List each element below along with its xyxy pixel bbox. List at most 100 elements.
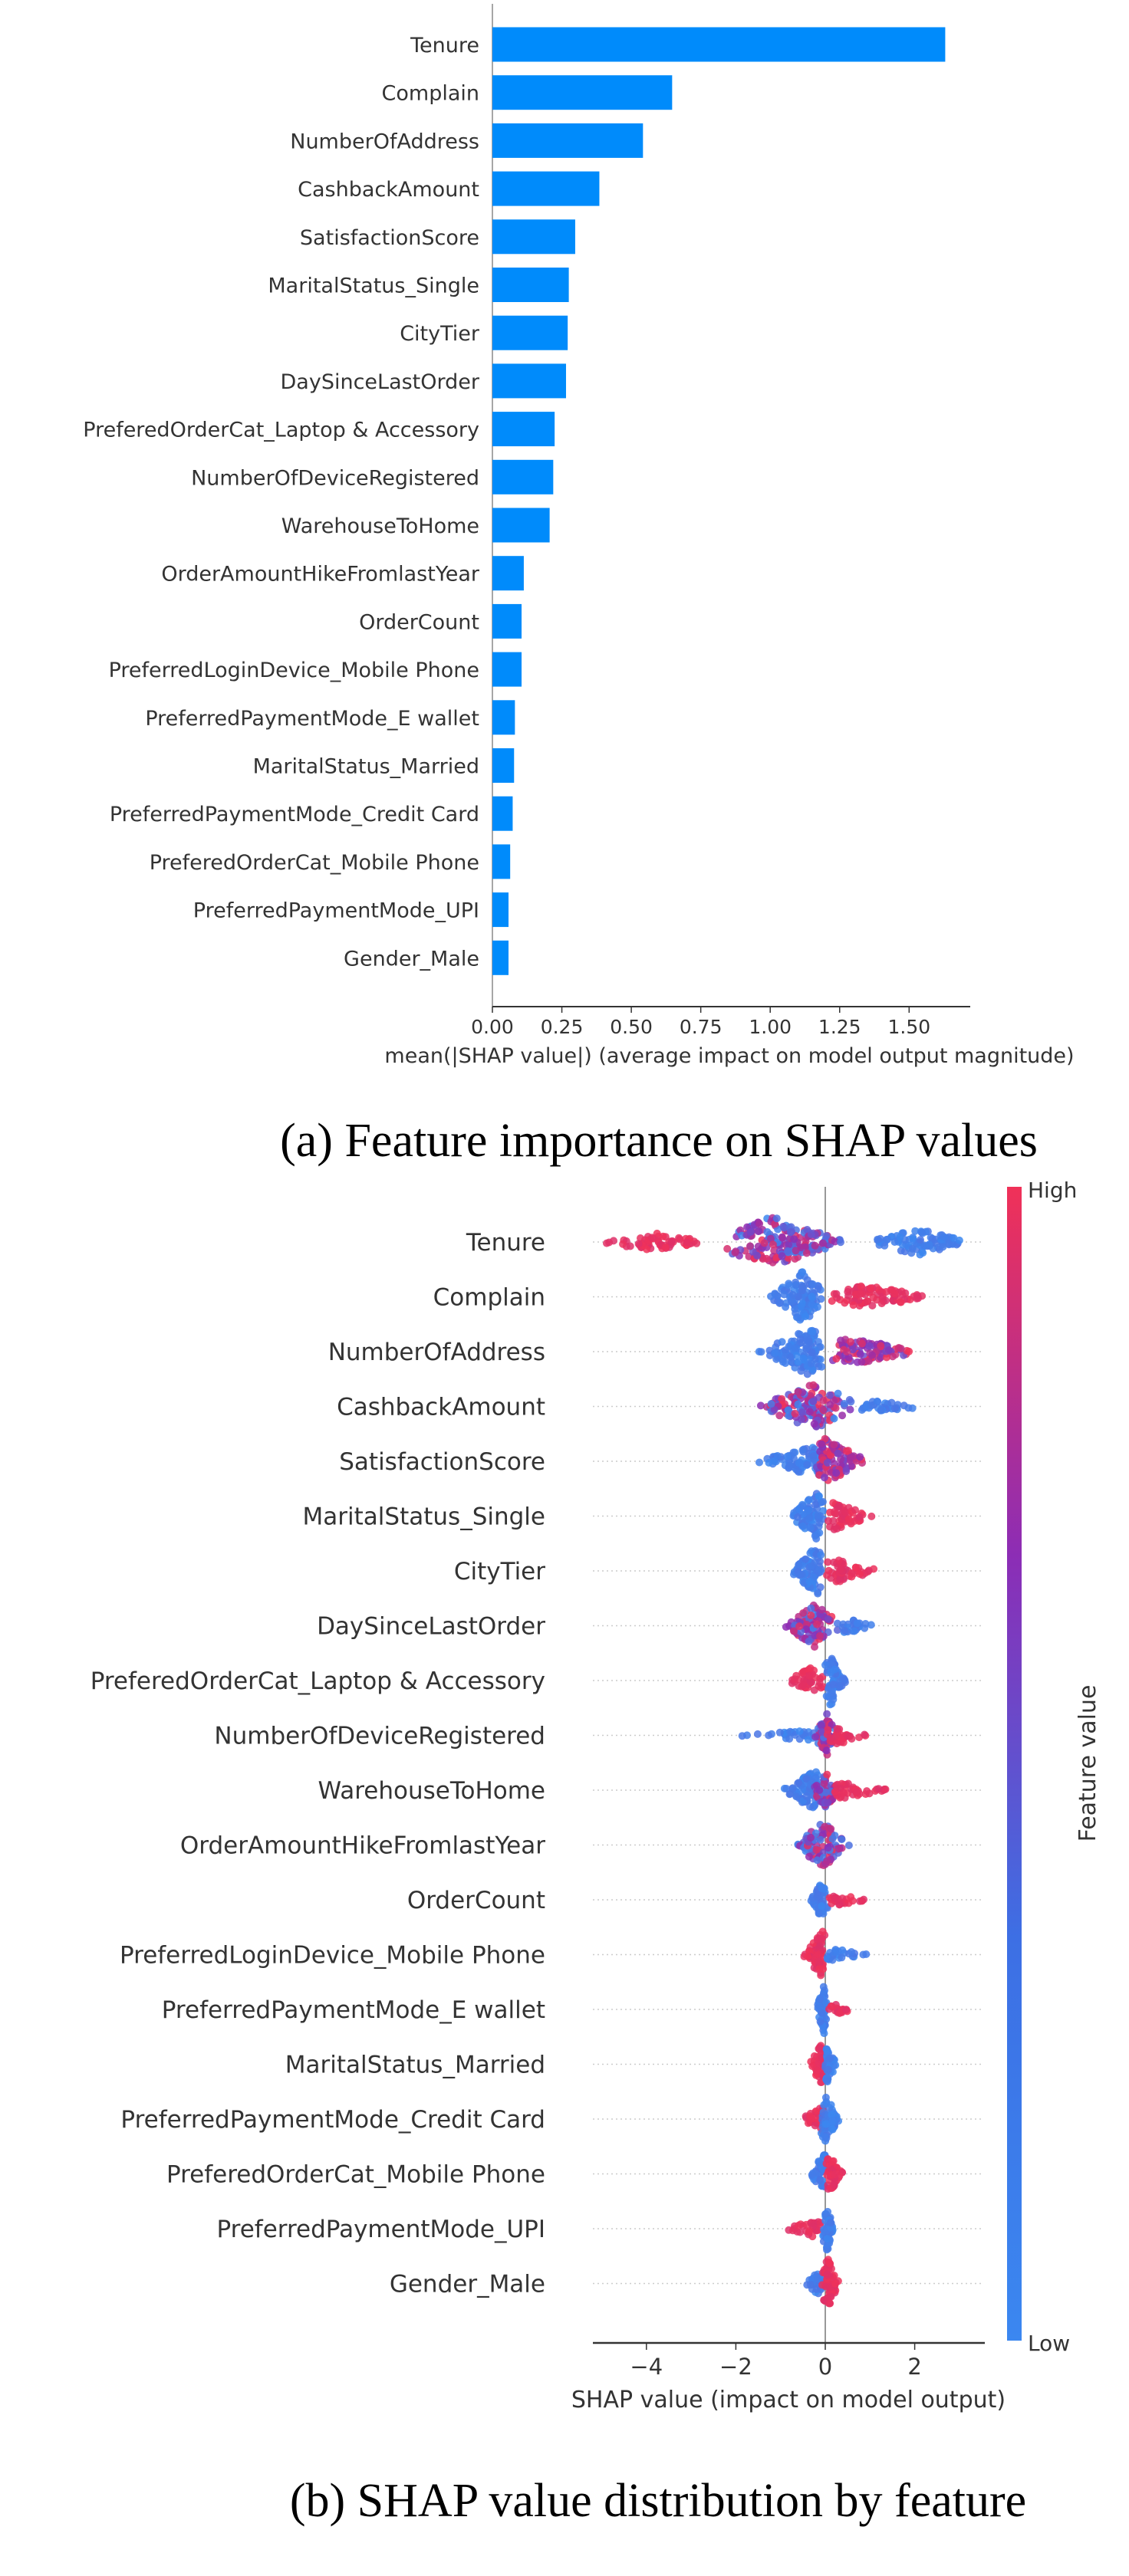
shap-dot: [828, 2111, 836, 2119]
shap-dot: [802, 1344, 811, 1352]
shap-dot: [786, 1228, 795, 1237]
shap-dot: [830, 1441, 838, 1449]
shap-dot: [814, 2003, 822, 2012]
feature-label: OrderCount: [407, 1887, 545, 1914]
shap-dot: [874, 1785, 883, 1793]
shap-dot: [829, 1695, 838, 1704]
shap-dot: [849, 1346, 857, 1354]
shap-dot: [838, 1953, 846, 1962]
shap-dot: [824, 1558, 832, 1566]
shap-dot: [808, 1280, 817, 1289]
shap-dot: [831, 1894, 839, 1902]
shap-dot: [817, 1551, 825, 1559]
shap-dot: [762, 1254, 771, 1263]
shap-dot: [805, 1638, 813, 1645]
bar-label: Complain: [382, 82, 479, 106]
shap-dot: [810, 2052, 818, 2060]
shap-dot: [804, 1506, 812, 1515]
shap-dot: [830, 1508, 838, 1516]
shap-dot: [823, 1710, 831, 1718]
shap-dot: [945, 1240, 953, 1249]
shap-dot: [668, 1237, 676, 1245]
shap-dot: [882, 1288, 890, 1296]
bar: [492, 171, 600, 206]
shap-dot: [817, 1295, 825, 1303]
shap-dot: [812, 1845, 821, 1854]
feature-label: WarehouseToHome: [318, 1777, 545, 1805]
shap-dot: [850, 1569, 858, 1578]
shap-dot: [823, 1458, 831, 1467]
shap-dot: [815, 1909, 823, 1917]
shap-dot: [867, 1284, 874, 1293]
shap-dot: [825, 1391, 834, 1399]
shap-dot: [784, 1254, 792, 1262]
feature-label: Complain: [433, 1284, 545, 1312]
shap-dot: [824, 1844, 832, 1852]
shap-dot: [862, 1402, 870, 1411]
feature-label: PreferedOrderCat_Mobile Phone: [166, 2161, 545, 2189]
shap-dot: [844, 1447, 852, 1455]
shap-dot: [913, 1294, 921, 1303]
shap-dot: [843, 1348, 851, 1355]
shap-dot: [805, 1671, 814, 1680]
shap-dot: [798, 1669, 806, 1677]
shap-dot: [746, 1227, 755, 1236]
shap-dot: [844, 1288, 852, 1296]
shap-dot: [826, 1949, 834, 1957]
bar-label: Gender_Male: [344, 947, 479, 971]
shap-dot: [795, 1727, 804, 1736]
shap-dot: [811, 1733, 820, 1741]
shap-dot: [842, 2006, 851, 2014]
shap-dot: [780, 1290, 788, 1299]
shap-dot: [833, 1524, 841, 1533]
shap-dot: [807, 1833, 815, 1842]
shap-dot: [813, 1856, 821, 1865]
shap-dot: [833, 1740, 841, 1748]
shap-dot: [807, 1359, 815, 1368]
shap-dot: [793, 1513, 801, 1521]
shap-dot: [822, 2120, 831, 2128]
shap-dot: [799, 1354, 808, 1362]
shap-dot: [661, 1244, 670, 1252]
shap-dot: [856, 1350, 864, 1359]
shap-dot: [845, 1395, 854, 1404]
bar-label: PreferedOrderCat_Laptop & Accessory: [83, 419, 479, 442]
shap-dot: [772, 1214, 781, 1223]
shap-dot: [911, 1227, 920, 1235]
shap-dot: [819, 1405, 828, 1414]
shap-dot: [884, 1346, 893, 1354]
shap-dot: [863, 1787, 871, 1796]
shap-dot: [801, 1555, 810, 1563]
x-tick-label: 1.25: [818, 1016, 861, 1038]
shap-dot: [833, 1619, 841, 1628]
shap-dot: [793, 2227, 801, 2236]
shap-dot: [814, 1511, 822, 1520]
shap-dot: [856, 1570, 864, 1579]
shap-dot: [804, 1953, 812, 1960]
shap-dot: [856, 1453, 864, 1461]
bar-label: CashbackAmount: [298, 178, 479, 202]
shap-dot: [824, 1615, 832, 1623]
shap-dot: [798, 1522, 807, 1530]
x-tick-label: 1.00: [749, 1016, 792, 1038]
shap-dot: [815, 1678, 824, 1687]
shap-dot: [820, 1779, 828, 1788]
shap-dot: [888, 1352, 897, 1361]
shap-dot: [919, 1249, 927, 1257]
feature-label: MaritalStatus_Married: [285, 2052, 545, 2079]
shap-dot: [816, 1631, 824, 1640]
shap-dot: [811, 1241, 819, 1250]
shap-dot: [785, 1735, 794, 1743]
bar: [492, 219, 575, 255]
shap-dot: [769, 1240, 777, 1249]
shap-dot: [772, 1355, 781, 1363]
shap-dot: [783, 1247, 792, 1255]
shap-dot: [795, 1459, 803, 1467]
shap-dot: [869, 1293, 877, 1302]
bar-label: NumberOfDeviceRegistered: [191, 466, 479, 490]
shap-dot: [840, 1789, 848, 1797]
shap-dot: [801, 1313, 810, 1321]
shap-dot: [816, 1355, 825, 1364]
shap-dot: [782, 1623, 790, 1631]
shap-dot: [865, 1342, 874, 1350]
